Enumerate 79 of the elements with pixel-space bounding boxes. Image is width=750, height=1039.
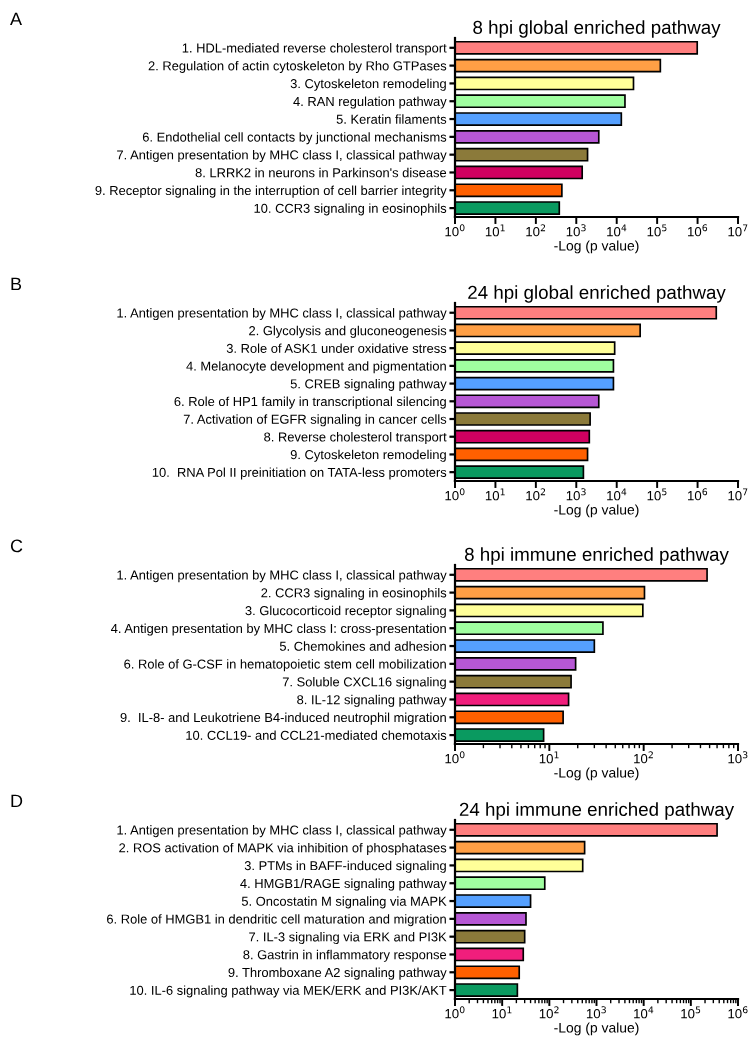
chart-title: 24 hpi global enriched pathway [468,285,726,303]
y-tick-label: 8. IL-12 signaling pathway [297,694,447,707]
x-tick-label: 10$^{4}$ [607,488,627,501]
y-tick-label: 3. Role of ASK1 under oxidative stress [226,343,447,353]
x-tick-label: 10$^{5}$ [681,1006,701,1019]
x-tick-label: 10$^{1}$ [485,488,505,501]
chart-title: 24 hpi immune enriched pathway [459,802,735,820]
x-tick-label: 10$^{2}$ [634,751,653,764]
y-tick-label: 2. Glycolysis and gluconeogenesis [249,325,447,338]
text: A [10,12,23,26]
y-tick-label: 9. Receptor signaling in the interruption of cell barrier integrity [95,185,447,198]
y-tick-label: 9. Cytoskeleton remodeling [290,449,446,462]
x-tick-label: 10$^{7}$ [728,488,748,501]
y-tick-label: 5. Oncostatin M signaling via MAPK [241,896,447,909]
x-tick-label: 10$^{2}$ [526,224,546,237]
x-tick-label: 10$^{3}$ [728,751,748,764]
y-tick-label: 4. HMGB1/RAGE signaling pathway [240,878,447,891]
x-tick-label: 10$^{5}$ [647,224,667,237]
chart-title: 8 hpi global enriched pathway [473,20,721,38]
y-tick-label: 1. HDL-mediated reverse cholesterol transport [182,43,447,56]
x-tick-label: 10$^{6}$ [728,1006,748,1019]
x-tick-label: 10$^{1}$ [485,224,505,237]
y-tick-label: 7. Soluble CXCL16 signaling [282,676,446,690]
x-tick-label: 10$^{0}$ [445,751,465,764]
x-tick-label: 10$^{6}$ [688,224,708,237]
text: C [10,539,23,553]
x-tick-label: 10$^{2}$ [539,1006,559,1019]
y-tick-label: 9. Thromboxane A2 signaling pathway [228,967,447,980]
y-tick-label: 3. Cytoskeleton remodeling [290,78,446,91]
y-tick-label: 6. Role of HMGB1 in dendritic cell maturation and migration [107,914,446,927]
y-tick-label: 1. Antigen presentation by MHC class I, classical pathway [117,570,447,583]
x-axis-title: -Log (p value) [554,1022,639,1036]
x-tick-label: 10$^{0}$ [445,224,465,237]
x-tick-label: 10$^{6}$ [688,488,708,501]
x-tick-label: 10$^{0}$ [445,1006,465,1019]
y-tick-label: 7. Activation of EGFR signaling in cancer cells [183,414,447,427]
y-tick-label: 6. Role of HP1 family in transcriptional silencing [174,396,446,409]
y-tick-label: 8. Reverse cholesterol transport [264,432,447,445]
y-tick-label: 2. Regulation of actin cytoskeleton by Rho GTPases [148,60,447,73]
y-tick-label: 10. CCL19- and CCL21-mediated chemotaxis [186,730,447,740]
y-tick-label: 1. Antigen presentation by MHC class I, classical pathway [117,308,447,321]
y-tick-label: 7. IL-3 signaling via ERK and PI3K [249,931,447,945]
y-tick-label: 3. Glucocorticoid receptor signaling [245,605,446,618]
y-tick-label: 1. Antigen presentation by MHC class I, classical pathway [117,825,447,838]
y-tick-label: 5. Keratin filaments [336,114,447,124]
y-tick-label: 6. Endothelial cell contacts by junctional mechanisms [142,132,447,145]
x-tick-label: 10$^{0}$ [445,488,465,501]
y-tick-label: 8. Gastrin in inflammatory response [243,949,447,962]
y-tick-label: 5. Chemokines and adhesion [279,641,446,651]
x-tick-label: 10$^{2}$ [526,488,546,501]
y-tick-label: 3. PTMs in BAFF-induced signaling [244,860,446,873]
y-tick-label: 6. Role of G-CSF in hematopoietic stem cell mobilization [124,659,446,672]
y-tick-label: 2. CCR3 signaling in eosinophils [261,587,447,600]
text: B [11,277,22,291]
y-tick-label: 4. Antigen presentation by MHC class I: cross-presentation [110,623,446,636]
x-axis-title: -Log (p value) [554,767,639,781]
y-tick-label: 4. Melanocyte development and pigmentation [186,361,446,374]
x-tick-label: 10$^{1}$ [539,751,559,764]
y-tick-label: 8. LRRK2 in neurons in Parkinson's disease [195,167,447,178]
x-tick-label: 10$^{4}$ [607,224,627,237]
x-tick-label: 10$^{3}$ [566,224,586,237]
y-tick-label: 7. Antigen presentation by MHC class I, classical pathway [117,149,447,163]
y-tick-label: 10. CCR3 signaling in eosinophils [254,203,447,216]
y-tick-label: 10. RNA Pol II preinitiation on TATA-less promoters [152,467,447,480]
x-tick-label: 10$^{1}$ [492,1006,512,1019]
x-axis-title: -Log (p value) [554,504,639,518]
text: D [11,794,23,808]
x-tick-label: 10$^{3}$ [586,1006,606,1019]
x-tick-label: 10$^{7}$ [728,224,748,237]
y-tick-label: 5. CREB signaling pathway [290,378,447,391]
y-tick-label: 9. IL-8- and Leukotriene B4-induced neutrophil migration [120,712,446,725]
y-tick-label: 4. RAN regulation pathway [293,96,447,109]
x-tick-label: 10$^{4}$ [634,1006,654,1019]
chart-title: 8 hpi immune enriched pathway [464,547,729,565]
y-tick-label: 2. ROS activation of MAPK via inhibition of phosphatases [119,842,447,855]
x-tick-label: 10$^{3}$ [566,488,586,501]
y-tick-label: 10. IL-6 signaling pathway via MEK/ERK and PI3K/AKT [130,985,447,998]
x-axis-title: -Log (p value) [554,240,639,254]
x-tick-label: 10$^{5}$ [647,488,667,501]
